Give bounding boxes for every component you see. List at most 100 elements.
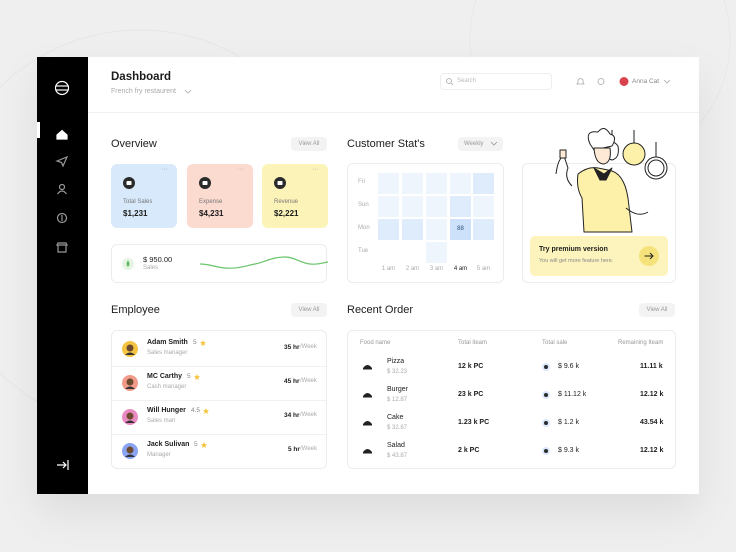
employee-hours: 45 hr bbox=[284, 378, 300, 385]
premium-text: You will get more feature here. bbox=[539, 258, 614, 264]
employee-divider bbox=[112, 366, 326, 367]
nav-logout[interactable] bbox=[57, 460, 69, 470]
rating-star bbox=[194, 374, 200, 380]
heatmap-cell bbox=[450, 219, 471, 240]
orders-view-all[interactable]: View All bbox=[639, 303, 675, 317]
heatmap-cell bbox=[402, 173, 423, 194]
employee-name: Jack Sulivan bbox=[147, 441, 190, 448]
employee-period: /Week bbox=[300, 344, 317, 350]
orders-column-header: Food name bbox=[360, 340, 391, 346]
order-total: 23 k PC bbox=[458, 391, 484, 398]
customer-stats-title: Customer Stat's bbox=[347, 138, 425, 150]
employee-hours: 35 hr bbox=[284, 344, 300, 351]
search-icon bbox=[446, 78, 454, 86]
nav-user[interactable] bbox=[57, 183, 67, 195]
employee-period: /Week bbox=[300, 412, 317, 418]
heatmap-cell bbox=[378, 196, 399, 217]
employee-divider bbox=[112, 434, 326, 435]
heatmap-cell bbox=[473, 242, 494, 263]
heatmap-cell bbox=[473, 173, 494, 194]
heatmap-cell bbox=[450, 242, 471, 263]
search-box[interactable] bbox=[440, 73, 552, 90]
food-price: $ 43.87 bbox=[387, 453, 408, 459]
order-sale: $ 9.3 k bbox=[558, 447, 580, 454]
heatmap-row-label: Fri bbox=[358, 179, 365, 185]
order-remaining: 43.54 k bbox=[640, 419, 664, 426]
nav-store[interactable] bbox=[56, 242, 68, 253]
user-name[interactable]: Anna Cat bbox=[632, 78, 660, 85]
employee-avatar bbox=[122, 443, 138, 459]
employee-avatar bbox=[122, 375, 138, 391]
employee-role: Sales man bbox=[147, 418, 176, 424]
food-icon bbox=[363, 365, 372, 370]
food-price: $ 12.87 bbox=[387, 397, 408, 403]
premium-arrow-button[interactable] bbox=[639, 246, 659, 266]
heatmap-cell bbox=[426, 196, 447, 217]
page-subtitle[interactable]: French fry restaurent bbox=[111, 88, 176, 95]
employee-rating: 5 bbox=[194, 441, 198, 448]
period-chevron bbox=[490, 141, 498, 146]
heatmap-cell bbox=[402, 219, 423, 240]
heatmap-column-label: 5 am bbox=[476, 266, 491, 272]
employee-view-all[interactable]: View All bbox=[291, 303, 327, 317]
nav-send[interactable] bbox=[55, 155, 69, 168]
overview-view-all[interactable]: View All bbox=[291, 137, 327, 151]
employee-hours: 5 hr bbox=[288, 446, 300, 453]
active-indicator bbox=[37, 122, 40, 138]
nav-home[interactable] bbox=[56, 129, 68, 140]
heatmap-cell bbox=[473, 219, 494, 240]
order-remaining: 11.11 k bbox=[640, 363, 663, 370]
food-price: $ 32.87 bbox=[387, 425, 408, 431]
heatmap-cell bbox=[378, 173, 399, 194]
orders-card bbox=[347, 330, 676, 469]
stat-menu: ··· bbox=[237, 166, 244, 173]
heatmap-cell bbox=[402, 242, 423, 263]
heatmap-cell bbox=[402, 196, 423, 217]
stat-card[interactable] bbox=[187, 164, 253, 228]
employee-name: Will Hunger bbox=[147, 407, 186, 414]
order-sale: $ 1.2 k bbox=[558, 419, 580, 426]
heatmap-cell bbox=[378, 242, 399, 263]
header-icons bbox=[576, 77, 671, 86]
heatmap-row-label: Mon bbox=[358, 225, 370, 231]
heatmap-highlight-label: 88 bbox=[457, 226, 464, 232]
stat-icon bbox=[274, 177, 286, 189]
logo bbox=[54, 80, 70, 96]
employee-rating: 5 bbox=[193, 339, 197, 346]
heatmap-column-label: 3 am bbox=[429, 266, 444, 272]
employee-role: Manager bbox=[147, 452, 171, 458]
sales-icon bbox=[122, 258, 134, 270]
heatmap-column-label: 2 am bbox=[405, 266, 420, 272]
food-icon bbox=[363, 421, 372, 426]
nav-money[interactable] bbox=[56, 212, 68, 224]
employee-avatar bbox=[122, 341, 138, 357]
period-dropdown[interactable]: Weekly bbox=[458, 137, 503, 151]
sale-icon bbox=[542, 419, 550, 427]
stat-label: Revenue bbox=[274, 199, 299, 205]
rating-star bbox=[203, 408, 209, 414]
orders-column-header: Total iteam bbox=[458, 340, 488, 346]
heatmap-cell bbox=[426, 242, 447, 263]
employee-hours: 34 hr bbox=[284, 412, 300, 419]
stat-card[interactable] bbox=[262, 164, 328, 228]
sales-label: Sales bbox=[143, 265, 159, 271]
orders-column-header: Total sale bbox=[542, 340, 568, 346]
order-remaining: 12.12 k bbox=[640, 447, 664, 454]
food-name: Cake bbox=[387, 414, 404, 421]
user-avatar[interactable] bbox=[619, 77, 629, 86]
sale-icon bbox=[542, 391, 550, 399]
stat-value: $4,231 bbox=[199, 209, 224, 218]
order-total: 1.23 k PC bbox=[458, 419, 490, 426]
stat-card[interactable] bbox=[111, 164, 177, 228]
heatmap-cell bbox=[450, 196, 471, 217]
bell-icon[interactable] bbox=[576, 78, 585, 85]
settings-icon[interactable] bbox=[597, 78, 605, 85]
heatmap-column-label: 4 am bbox=[453, 266, 468, 272]
sale-icon bbox=[542, 363, 550, 371]
sales-value: $ 950.00 bbox=[143, 255, 173, 264]
employee-card bbox=[111, 330, 327, 469]
employee-avatar bbox=[122, 409, 138, 425]
rating-star bbox=[200, 340, 206, 346]
chef-illustration bbox=[555, 128, 668, 233]
